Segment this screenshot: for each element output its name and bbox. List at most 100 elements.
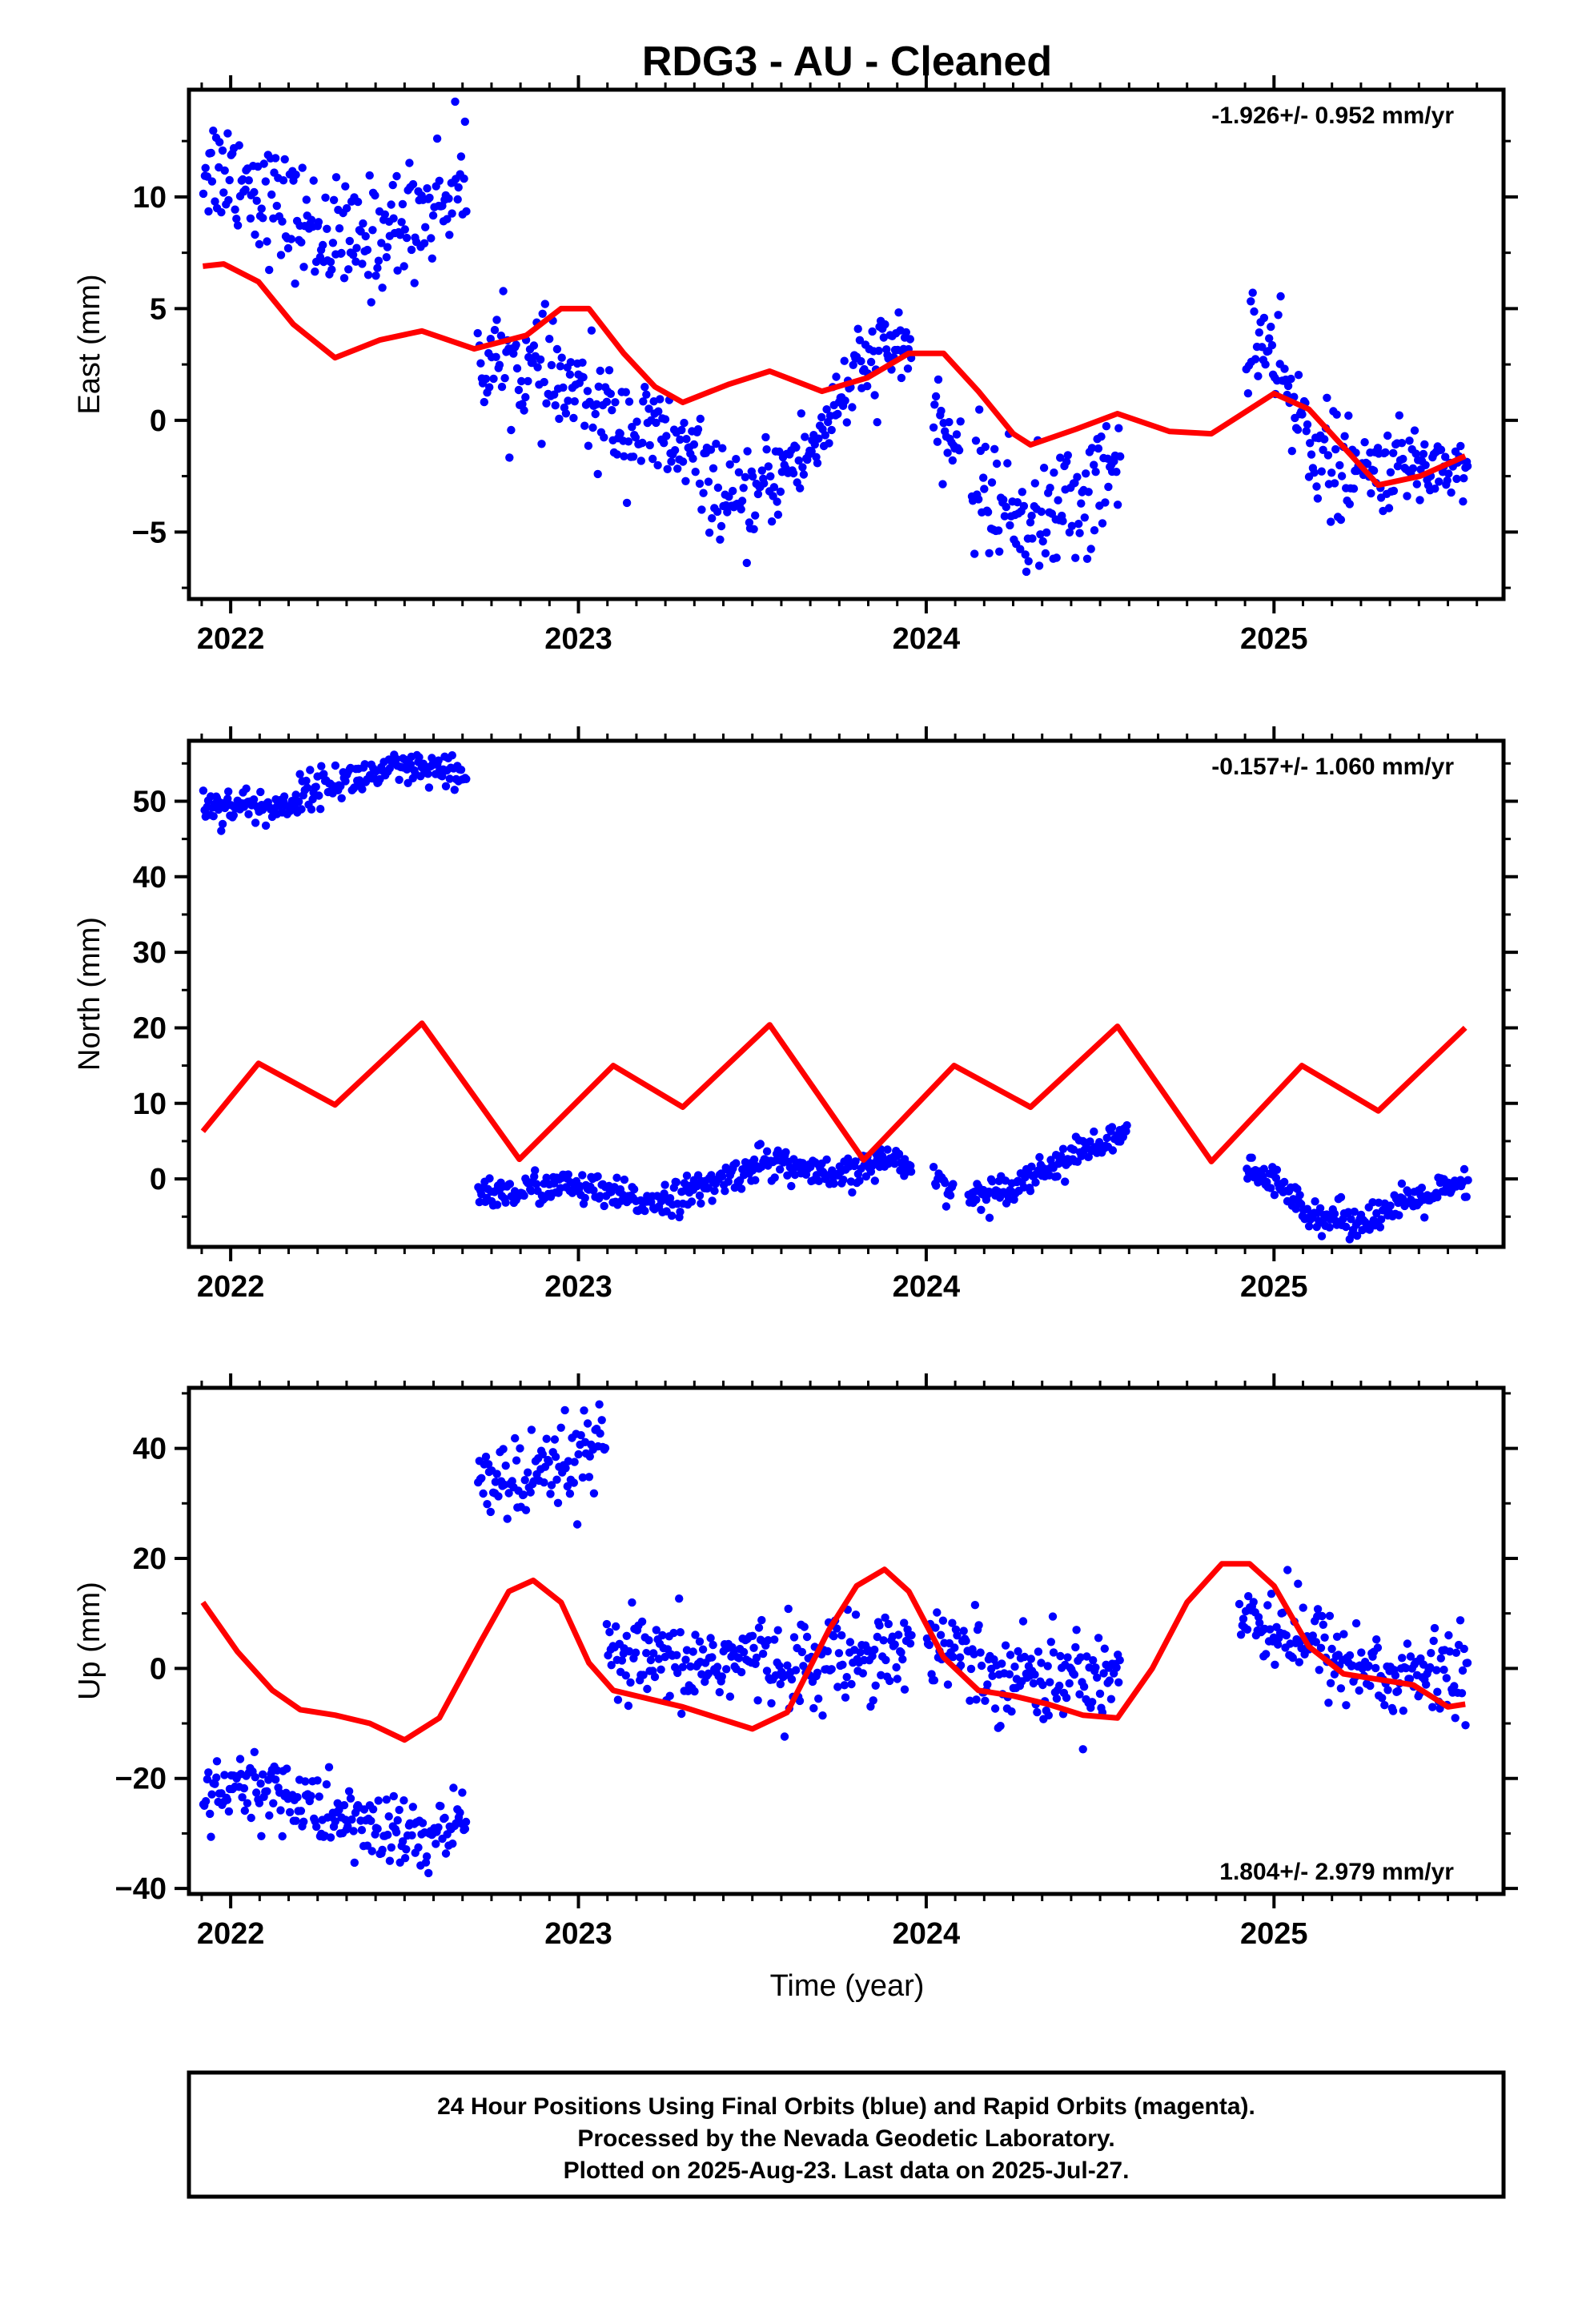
east-data-point [773,497,781,506]
east-data-point [723,508,732,517]
north-data-point [492,1200,502,1209]
east-data-point [894,308,903,317]
east-data-point [1101,498,1110,507]
up-data-point [1456,1616,1465,1625]
east-data-point [999,495,1008,505]
north-data-point [890,1160,899,1168]
east-data-point [518,400,527,408]
up-data-point [395,1805,404,1815]
north-data-point [531,1166,540,1175]
north-data-point [900,1155,909,1164]
up-data-point [955,1653,965,1662]
east-data-point [628,423,636,432]
east-data-point [1075,529,1084,537]
east-data-point [593,469,602,479]
up-data-point [263,1787,271,1795]
up-data-point [1088,1698,1097,1707]
east-data-point [232,215,241,223]
east-data-point [739,484,748,493]
up-data-point [1255,1618,1264,1627]
east-data-point [388,180,397,190]
east-data-point [1310,468,1319,477]
north-data-point [249,795,259,804]
up-data-point [1371,1663,1380,1673]
east-data-point [252,196,261,205]
north-data-point [1304,1222,1314,1231]
north-data-point [1376,1215,1386,1224]
up-data-point [203,1775,212,1783]
east-data-point [981,442,990,452]
up-data-point [434,1823,443,1832]
east-data-point [985,549,994,557]
up-data-point [1364,1661,1373,1671]
up-data-point [737,1667,746,1677]
east-data-point [749,525,758,533]
east-data-point [257,204,266,213]
east-data-point [631,433,640,442]
up-data-point [1406,1652,1415,1661]
up-data-point [1444,1630,1453,1640]
up-y-tick-label: 0 [150,1652,167,1686]
east-data-point [250,187,259,197]
east-data-point [1087,444,1097,452]
north-data-point [1053,1172,1062,1181]
north-data-point [564,1170,572,1179]
east-data-point [495,360,504,369]
east-data-point [848,403,857,412]
east-data-point [374,256,383,265]
north-data-point [661,1180,669,1189]
up-data-point [1049,1648,1058,1657]
up-data-point [278,1831,287,1841]
north-data-point [1270,1191,1279,1200]
up-data-point [624,1701,633,1711]
up-data-point [461,1817,471,1827]
up-data-point [936,1630,946,1639]
east-data-point [761,432,770,442]
east-data-point [903,364,913,373]
east-data-point [1074,520,1083,529]
east-y-tick-label: 10 [133,181,167,215]
east-data-point [259,214,267,223]
east-data-point [1065,528,1074,537]
up-data-point [584,1473,594,1482]
east-x-tick-label: 2025 [1240,622,1308,656]
up-data-point [753,1696,762,1705]
up-data-point [1038,1680,1047,1690]
east-data-point [1349,485,1359,493]
up-data-point [576,1431,585,1440]
north-data-point [1026,1187,1035,1196]
north-data-point [311,782,320,791]
up-data-point [291,1816,300,1825]
up-data-point [689,1647,697,1656]
east-data-point [725,460,734,469]
east-data-point [751,511,760,520]
north-data-point [358,785,367,794]
east-data-point [342,203,351,213]
east-data-point [552,344,562,354]
east-data-point [1002,502,1011,512]
east-data-point [749,472,757,481]
up-data-point [1391,1671,1400,1680]
east-data-point [507,425,516,435]
up-data-point [762,1667,772,1675]
east-data-point [620,452,628,460]
east-data-point [673,464,682,473]
up-data-point [1445,1647,1455,1656]
up-data-point [1326,1679,1335,1687]
north-data-point [223,794,232,803]
east-data-point [1306,439,1315,448]
up-data-point [1065,1679,1074,1688]
east-data-point [423,184,432,193]
east-data-point [373,263,382,272]
north-data-point [1267,1184,1275,1192]
east-data-point [699,489,708,497]
up-data-point [1332,1632,1342,1641]
east-data-point [358,259,367,268]
east-data-point [345,236,354,246]
up-data-point [1089,1656,1098,1665]
up-data-point [1422,1680,1431,1689]
up-data-point [1336,1684,1346,1693]
east-data-point [881,320,889,329]
panel-up: 2022 2023 2024 2025 −40 −20 0 20 40 Up (mm) 1.80… [73,1373,1518,1951]
